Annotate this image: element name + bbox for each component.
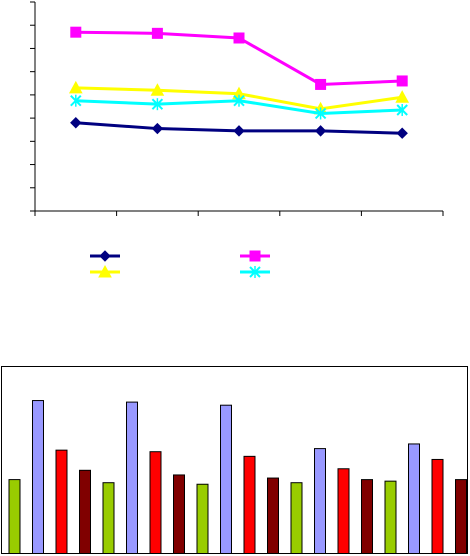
bar (173, 474, 185, 553)
legend-swatch-marker (249, 250, 261, 262)
bar-chart-frame (1, 366, 468, 554)
bar (431, 458, 444, 553)
bar (243, 455, 256, 553)
series-3-point (150, 83, 165, 96)
bar (314, 448, 326, 553)
bar-chart (8, 400, 467, 553)
line-chart-series (68, 26, 410, 139)
legend-entry-2 (240, 250, 270, 262)
legend-entry-3 (90, 264, 120, 278)
line-chart-axes (30, 1, 444, 216)
bar (455, 479, 467, 553)
line-chart (30, 1, 444, 278)
series-4-point (314, 107, 327, 120)
bar (79, 469, 91, 553)
series-4 (70, 94, 408, 120)
bar (55, 449, 68, 553)
series-3-point (68, 80, 83, 94)
bar (337, 468, 350, 553)
legend-entry-4 (240, 266, 270, 278)
series-4-point (151, 98, 164, 111)
bar (32, 400, 44, 553)
series-1 (70, 117, 408, 139)
legend-swatch-marker (98, 264, 112, 278)
bar (149, 451, 162, 553)
bar (196, 483, 209, 553)
series-2-point (315, 78, 327, 90)
bar (220, 404, 232, 553)
legend-swatch-marker (249, 266, 261, 278)
series-2-point (70, 26, 82, 38)
bar (8, 479, 21, 553)
series-1-point (314, 125, 327, 137)
series-1-point (233, 125, 245, 137)
series-3 (68, 80, 410, 115)
bar (408, 443, 420, 553)
series-2 (70, 26, 408, 90)
bar (267, 477, 279, 553)
legend-swatch-marker (99, 250, 111, 262)
series-4-point (233, 94, 245, 107)
series-1-point (396, 127, 408, 139)
series-1-point (70, 117, 82, 129)
bar (290, 482, 303, 553)
bar (126, 401, 138, 553)
series-1-point (151, 122, 164, 135)
bar (102, 482, 115, 553)
line-chart-legend (90, 250, 270, 278)
series-2-point (151, 27, 163, 39)
series-2-point (396, 75, 408, 87)
series-2-point (233, 32, 245, 44)
bar-chart-bars (8, 400, 467, 553)
series-4-point (70, 94, 82, 107)
bar (384, 480, 397, 553)
series-4-point (396, 103, 408, 116)
series-3-point (395, 90, 410, 103)
legend-entry-1 (90, 250, 120, 262)
bar (361, 479, 373, 553)
